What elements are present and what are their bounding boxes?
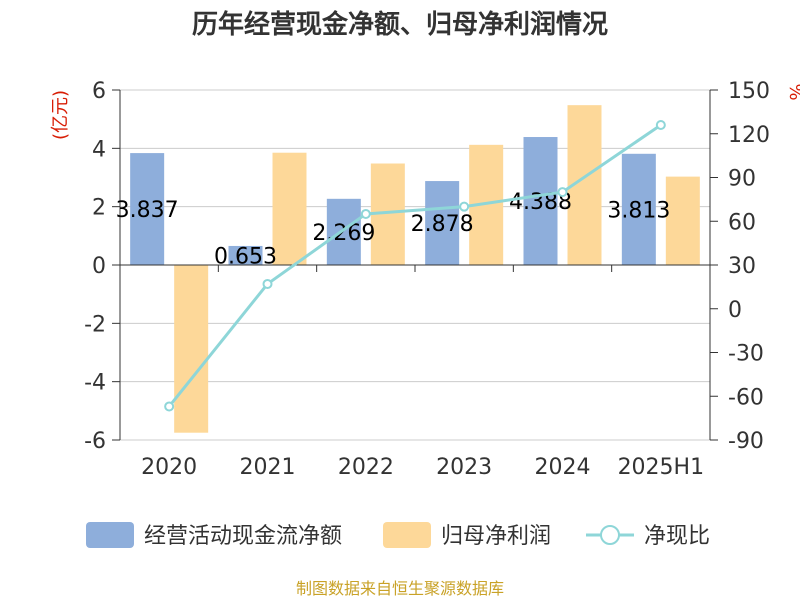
cashflow-bar: [621, 153, 656, 265]
left-axis-tick-label: 0: [92, 254, 106, 279]
legend-label-ratio: 净现比: [644, 524, 710, 549]
right-axis-tick-label: 150: [728, 79, 770, 104]
bars: [130, 105, 700, 433]
net-profit-bar: [665, 176, 700, 265]
category-label: 2023: [436, 455, 492, 480]
ratio-point: [262, 278, 273, 289]
ratio-point: [557, 187, 568, 198]
right-axis-tick-label: -30: [728, 342, 764, 367]
source-note: 制图数据来自恒生聚源数据库: [296, 579, 504, 598]
cashflow-bar: [425, 181, 460, 265]
left-axis-tick-label: -6: [84, 429, 106, 454]
axes: -6 -4 -2 0 2 4 6 -90 -60 -30 0 30 60 90 120 150 2020 2021…: [84, 79, 770, 480]
category-label: 2024: [535, 455, 591, 480]
right-axis-tick-label: 30: [728, 254, 756, 279]
ratio-line: [164, 120, 666, 412]
chart-title: 历年经营现金净额、归母净利润情况: [192, 9, 608, 40]
category-label: 2022: [338, 455, 394, 480]
cashflow-bar: [228, 245, 263, 265]
cashflow-bar: [523, 137, 558, 265]
ratio-line-path: [167, 123, 662, 408]
ratio-point: [164, 401, 175, 412]
category-label: 2020: [141, 455, 197, 480]
cashflow-data-label: 3.837: [116, 198, 179, 223]
left-axis-tick-label: -4: [84, 371, 106, 396]
net-profit-bar: [272, 152, 307, 265]
left-axis-tick-label: -2: [84, 312, 106, 337]
cashflow-bar: [326, 198, 361, 265]
ratio-point: [459, 201, 470, 212]
left-axis-tick-label: 6: [92, 79, 106, 104]
right-axis-tick-label: 60: [728, 210, 756, 235]
legend: 经营活动现金流净额 归母净利润 净现比: [86, 522, 710, 549]
legend-marker-ratio: [600, 525, 620, 545]
net-profit-bar: [174, 265, 209, 433]
right-axis-unit: %: [785, 83, 800, 100]
right-axis-tick-label: -60: [728, 385, 764, 410]
category-label: 2021: [240, 455, 296, 480]
legend-label-net-profit: 归母净利润: [441, 524, 551, 549]
cashflow-bar: [130, 153, 165, 265]
cashflow-data-label: 3.813: [607, 198, 670, 223]
ratio-point: [655, 120, 666, 130]
category-label: 2025H1: [618, 455, 705, 480]
ratio-point: [360, 208, 371, 219]
left-axis-tick-label: 4: [92, 137, 106, 162]
legend-swatch-cashflow: [86, 522, 134, 548]
cashflow-data-label: 0.653: [214, 244, 277, 269]
right-axis-tick-label: -90: [728, 429, 764, 454]
right-axis-tick-label: 90: [728, 167, 756, 192]
left-axis-unit: (亿元): [50, 90, 71, 140]
legend-swatch-net-profit: [383, 522, 431, 548]
legend-label-cashflow: 经营活动现金流净额: [144, 524, 342, 549]
right-axis-tick-label: 120: [728, 123, 770, 148]
cashflow-data-label: 2.269: [312, 221, 375, 246]
cashflow-data-label: 2.878: [411, 212, 474, 237]
right-axis-tick-label: 0: [728, 298, 742, 323]
left-axis-tick-label: 2: [92, 196, 106, 221]
